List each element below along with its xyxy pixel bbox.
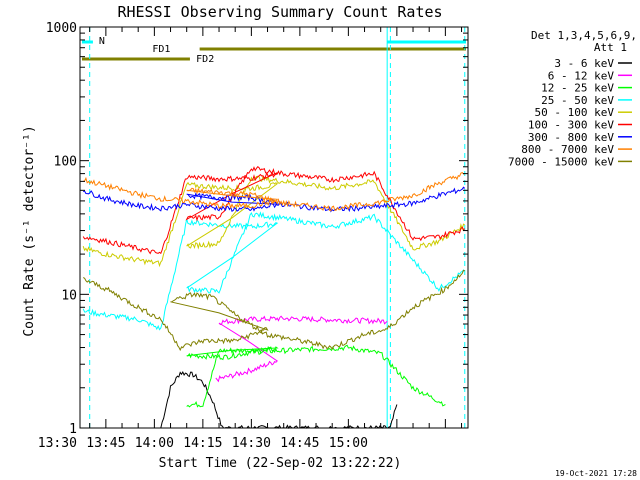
series-line-8: [82, 269, 465, 352]
legend-label: 100 - 300 keV: [528, 119, 614, 132]
series-line-2: [186, 344, 446, 408]
x-tick-label: 13:45: [86, 436, 125, 451]
fd2-label: FD2: [196, 54, 214, 65]
y-tick-label: 1000: [46, 21, 77, 36]
series-line-1: [215, 315, 388, 383]
plot-frame: [79, 26, 469, 429]
x-tick-label: 14:30: [232, 436, 271, 451]
legend-label: 12 - 25 keV: [541, 82, 614, 95]
y-tick-label: 10: [61, 288, 77, 303]
legend-title-line-2: Att 1: [594, 41, 627, 54]
series-line-0: [160, 371, 398, 429]
x-axis-label: Start Time (22-Sep-02 13:22:22): [159, 456, 402, 471]
date-stamp: 19-Oct-2021 17:28: [555, 469, 637, 478]
plot-background: N FD1 FD2: [82, 27, 466, 428]
chart-title: RHESSI Observing Summary Count Rates: [117, 3, 442, 21]
legend-label: 50 - 100 keV: [535, 106, 615, 119]
axes: 1 10 100 1000 13:30 13:45 14:00 14:15 14:30 14:45…: [38, 21, 469, 451]
legend-title-line-1: Det 1,3,4,5,6,9,: [531, 29, 637, 42]
night-label: N: [99, 36, 105, 47]
legend: 3 - 6 keV 6 - 12 keV 12 - 25 keV 25 - 50…: [508, 57, 632, 168]
x-tick-label: 15:00: [329, 436, 368, 451]
x-tick-label: 13:30: [38, 436, 77, 451]
series-line-4: [82, 174, 466, 268]
legend-label: 7000 - 15000 keV: [508, 155, 614, 168]
x-tick-label: 14:45: [280, 436, 319, 451]
y-tick-label: 1: [69, 422, 77, 437]
fd1-label: FD1: [152, 44, 170, 55]
series-group: [82, 166, 466, 429]
legend-label: 300 - 800 keV: [528, 131, 614, 144]
series-line-3: [82, 211, 466, 331]
legend-label: 6 - 12 keV: [548, 69, 615, 82]
series-line-7: [83, 172, 465, 212]
legend-label: 25 - 50 keV: [541, 94, 614, 107]
y-axis-label: Count Rate (s⁻¹ detector⁻¹): [22, 125, 37, 336]
x-tick-label: 14:15: [183, 436, 222, 451]
x-tick-label: 14:00: [135, 436, 174, 451]
legend-label: 800 - 7000 keV: [521, 143, 614, 156]
legend-label: 3 - 6 keV: [554, 57, 614, 70]
y-tick-label: 100: [54, 155, 77, 170]
